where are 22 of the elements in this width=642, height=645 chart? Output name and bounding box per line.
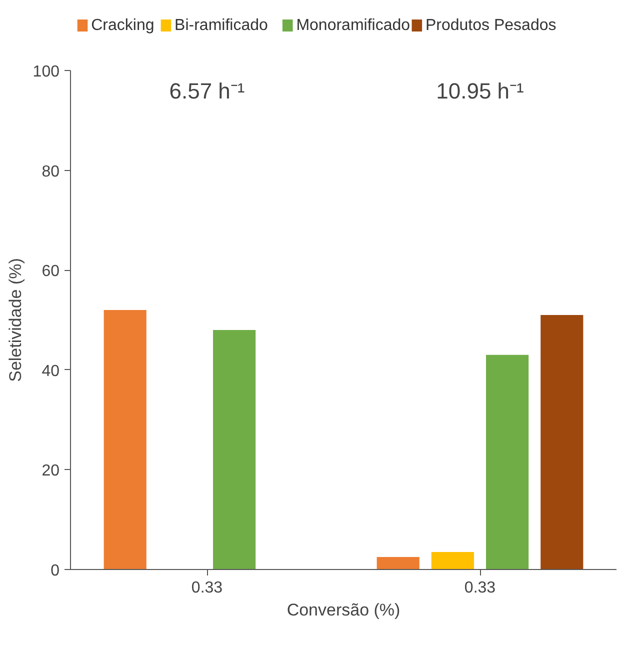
x-tick-label: 0.33 <box>464 580 496 596</box>
annotation: 10.95 h⁻¹ <box>436 78 524 104</box>
legend-label: Produtos Pesados <box>425 17 556 34</box>
y-tick-label: 0 <box>50 562 60 580</box>
y-tick-label: 40 <box>42 362 60 380</box>
bar <box>486 354 529 570</box>
bar <box>431 552 474 570</box>
x-axis-title: Conversão (%) <box>286 600 400 620</box>
bar <box>376 557 420 570</box>
annotation: 6.57 h⁻¹ <box>169 78 245 104</box>
bar <box>213 330 256 570</box>
y-tick-label: 100 <box>32 64 60 80</box>
legend-label: Monoramificado <box>296 17 410 34</box>
bar <box>104 310 146 570</box>
x-tick-label: 0.33 <box>191 580 223 596</box>
bar <box>540 315 584 570</box>
y-tick-label: 60 <box>42 263 60 280</box>
legend-label: Cracking <box>91 17 154 34</box>
y-tick-label: 20 <box>42 462 60 480</box>
y-tick-label: 80 <box>42 163 60 180</box>
y-axis-title: Seletividade (%) <box>6 258 25 382</box>
legend-label: Bi-ramificado <box>174 17 268 34</box>
